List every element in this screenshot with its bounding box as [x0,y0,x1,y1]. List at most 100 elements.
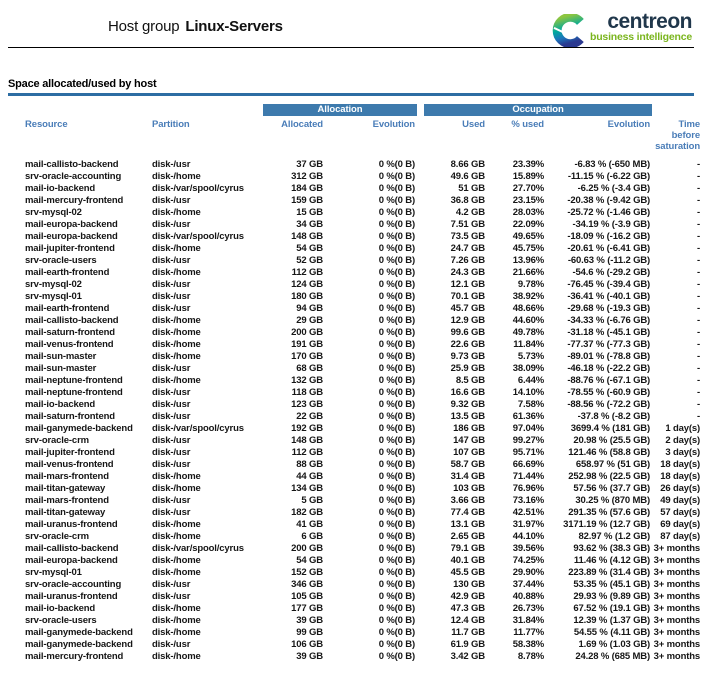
time-before-saturation-cell: 87 day(s) [660,530,701,542]
allocation-evolution-cell: 0 %(0 B) [378,278,416,290]
partition-cell: disk-/usr [152,434,191,446]
pct-used-cell: 5.73% [517,350,545,362]
used-cell: 79.1 GB [450,542,486,554]
used-cell: 9.73 GB [450,350,486,362]
pct-used-cell: 61.36% [512,410,545,422]
used-cell: 51 GB [458,182,486,194]
used-cell: 24.7 GB [450,242,486,254]
allocation-evolution-cell: 0 %(0 B) [378,470,416,482]
pct-used-cell: 49.65% [512,230,545,242]
partition-cell: disk-/usr [152,506,191,518]
allocated-cell: 159 GB [291,194,323,206]
pct-used-cell: 15.89% [512,170,545,182]
allocated-cell: 191 GB [291,338,323,350]
allocation-evolution-cell: 0 %(0 B) [378,554,416,566]
resource-cell: mail-mars-frontend [25,470,109,482]
pct-used-cell: 28.03% [512,206,545,218]
column-spacer [417,243,424,255]
allocated-cell: 22 GB [296,410,323,422]
table-row: srv-mysql-02 disk-/home 15 GB 0 %(0 B) 4.2 G… [0,207,702,219]
used-cell: 12.1 GB [450,278,486,290]
table-row: mail-sun-master disk-/home 170 GB 0 %(0 B) 9… [0,351,702,363]
used-cell: 49.6 GB [450,170,486,182]
allocated-cell: 68 GB [296,362,323,374]
column-header-occupation-evolution: Evolution [607,118,651,130]
allocated-cell: 200 GB [291,542,323,554]
occupation-evolution-cell: 82.97 % (1.2 GB) [578,530,651,542]
occupation-evolution-cell: -34.19 % (-3.9 GB) [572,218,651,230]
occupation-evolution-cell: -6.25 % (-3.4 GB) [577,182,651,194]
resource-cell: mail-saturn-frontend [25,410,115,422]
column-spacer [417,459,424,471]
table-row: mail-callisto-backend disk-/var/spool/cyr… [0,543,702,555]
table-row: mail-io-backend disk-/usr 123 GB 0 %(0 B) 9.… [0,399,702,411]
table-row: mail-titan-gateway disk-/usr 182 GB 0 %(0 B… [0,507,702,519]
table-row: mail-titan-gateway disk-/home 134 GB 0 %(0 … [0,483,702,495]
allocated-cell: 134 GB [291,482,323,494]
time-before-saturation-cell: - [697,398,701,410]
allocated-cell: 124 GB [291,278,323,290]
allocated-cell: 105 GB [291,590,323,602]
allocation-evolution-cell: 0 %(0 B) [378,638,416,650]
time-before-saturation-cell: 3+ months [653,590,701,602]
allocation-evolution-cell: 0 %(0 B) [378,410,416,422]
pct-used-cell: 97.04% [512,422,545,434]
time-before-saturation-cell: - [697,266,701,278]
allocation-evolution-cell: 0 %(0 B) [378,338,416,350]
pct-used-cell: 40.88% [512,590,545,602]
allocation-evolution-cell: 0 %(0 B) [378,434,416,446]
occupation-evolution-cell: 3699.4 % (181 GB) [570,422,651,434]
column-spacer [417,339,424,351]
allocation-evolution-cell: 0 %(0 B) [378,506,416,518]
group-header-allocation: Allocation [263,103,418,116]
allocated-cell: 184 GB [291,182,323,194]
column-spacer [417,639,424,651]
partition-cell: disk-/home [152,374,201,386]
partition-cell: disk-/home [152,470,201,482]
used-cell: 107 GB [453,446,486,458]
used-cell: 9.32 GB [450,398,486,410]
allocation-evolution-cell: 0 %(0 B) [378,170,416,182]
table-row: mail-neptune-frontend disk-/home 132 GB 0 %… [0,375,702,387]
allocated-cell: 180 GB [291,290,323,302]
allocation-evolution-cell: 0 %(0 B) [378,530,416,542]
pct-used-cell: 76.96% [512,482,545,494]
allocation-evolution-cell: 0 %(0 B) [378,602,416,614]
partition-cell: disk-/var/spool/cyrus [152,422,244,434]
time-before-saturation-cell: - [697,194,701,206]
allocated-cell: 148 GB [291,230,323,242]
group-header-empty [0,104,263,116]
occupation-evolution-cell: 3171.19 % (12.7 GB) [563,518,651,530]
column-spacer [417,567,424,579]
occupation-evolution-cell: -11.15 % (-6.22 GB) [567,170,651,182]
pct-used-cell: 71.44% [512,470,545,482]
resource-cell: mail-mercury-frontend [25,650,124,662]
page-title: Host group Linux-Servers [108,18,283,35]
time-before-saturation-cell: 69 day(s) [660,518,701,530]
table-row: mail-ganymede-backend disk-/usr 106 GB 0 %(… [0,639,702,651]
table-row: srv-oracle-crm disk-/home 6 GB 0 %(0 B) 2.65… [0,531,702,543]
resource-cell: mail-titan-gateway [25,482,106,494]
used-cell: 12.9 GB [450,314,486,326]
column-spacer [417,651,424,663]
space-allocated-table: Allocation Occupation Resource Partition… [0,103,702,663]
allocated-cell: 148 GB [291,434,323,446]
pct-used-cell: 66.69% [512,458,545,470]
occupation-evolution-cell: 54.55 % (4.11 GB) [573,626,651,638]
resource-cell: mail-mercury-frontend [25,194,124,206]
resource-cell: mail-mars-frontend [25,494,109,506]
allocated-cell: 34 GB [296,218,323,230]
time-before-saturation-cell: 26 day(s) [660,482,701,494]
column-spacer [417,531,424,543]
occupation-evolution-cell: -34.33 % (-6.76 GB) [567,314,651,326]
time-before-saturation-cell: - [697,374,701,386]
pct-used-cell: 13.96% [512,254,545,266]
allocation-evolution-cell: 0 %(0 B) [378,326,416,338]
allocated-cell: 112 GB [291,266,323,278]
time-before-saturation-cell: - [697,206,701,218]
allocation-evolution-cell: 0 %(0 B) [378,314,416,326]
time-before-saturation-cell: 3+ months [653,578,701,590]
column-header-allocated: Allocated [281,118,323,130]
used-cell: 103 GB [453,482,486,494]
pct-used-cell: 27.70% [512,182,545,194]
